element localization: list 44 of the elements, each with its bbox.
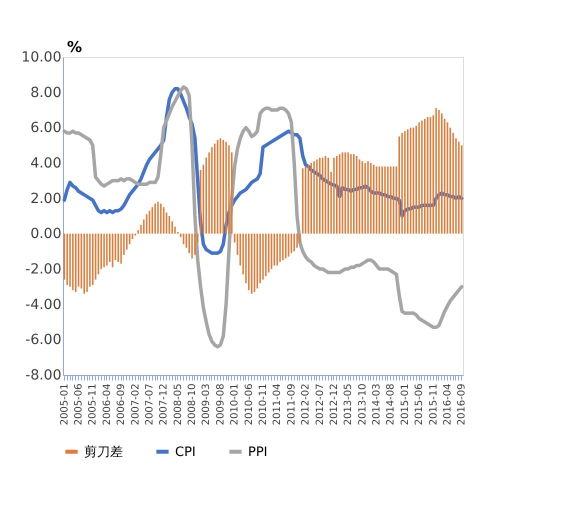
y-tick-label: 0.00: [30, 226, 62, 242]
x-tick-label: 2005-06: [74, 384, 85, 426]
x-tick-label: 2012-02: [300, 384, 312, 426]
x-tick-label: 2007-02: [130, 384, 142, 426]
x-tick-label: 2005-01: [59, 384, 70, 426]
x-tick-label: 2005-11: [88, 384, 99, 426]
legend-label: 剪刀差: [84, 444, 123, 460]
legend-label: CPI: [175, 444, 196, 460]
x-tick-label: 2008-10: [187, 384, 198, 426]
x-tick-label: 2013-05: [343, 384, 354, 426]
x-tick-label: 2012-12: [328, 384, 340, 426]
x-tick-label: 2015-11: [428, 384, 440, 426]
x-tick-label: 2007-12: [158, 384, 170, 426]
y-tick-label: 8.00: [30, 84, 62, 101]
x-tick-label: 2009-08: [215, 384, 226, 426]
y-tick-label: 2.00: [30, 190, 62, 207]
x-tick-label: 2009-03: [201, 384, 212, 426]
x-tick-label: 2014-03: [372, 384, 383, 426]
y-axis-title: %: [67, 38, 82, 56]
y-tick-label: 4.00: [30, 156, 62, 172]
y-tick-label: -2.00: [25, 262, 62, 278]
x-tick-label: 2016-09: [456, 384, 468, 426]
y-tick-label: 10.00: [21, 50, 62, 66]
y-tick-label: -8.00: [25, 368, 62, 384]
x-tick-label: 2006-04: [102, 384, 113, 426]
x-tick-label: 2010-06: [244, 384, 255, 426]
x-tick-label: 2008-05: [172, 384, 184, 426]
x-tick-label: 2007-07: [144, 384, 156, 426]
legend-label: PPI: [248, 444, 268, 460]
line-series: [62, 85, 464, 348]
y-tick-label: -4.00: [25, 296, 62, 313]
x-tick-label: 2011-09: [286, 384, 298, 426]
x-tick-label: 2011-04: [272, 384, 284, 426]
x-tick-label: 2010-11: [258, 384, 269, 426]
x-tick-label: 2013-10: [357, 384, 368, 426]
x-tick-label: 2006-09: [116, 384, 128, 426]
y-tick-label: 6.00: [30, 120, 62, 136]
x-tick-label: 2015-06: [414, 384, 426, 426]
x-tick-label: 2015-01: [400, 384, 411, 426]
x-tick-label: 2016-04: [442, 384, 454, 426]
x-tick-label: 2014-08: [386, 384, 397, 426]
y-tick-label: -6.00: [25, 332, 62, 348]
x-tick-label: 2012-07: [314, 384, 326, 426]
x-tick-label: 2010-01: [230, 384, 241, 426]
